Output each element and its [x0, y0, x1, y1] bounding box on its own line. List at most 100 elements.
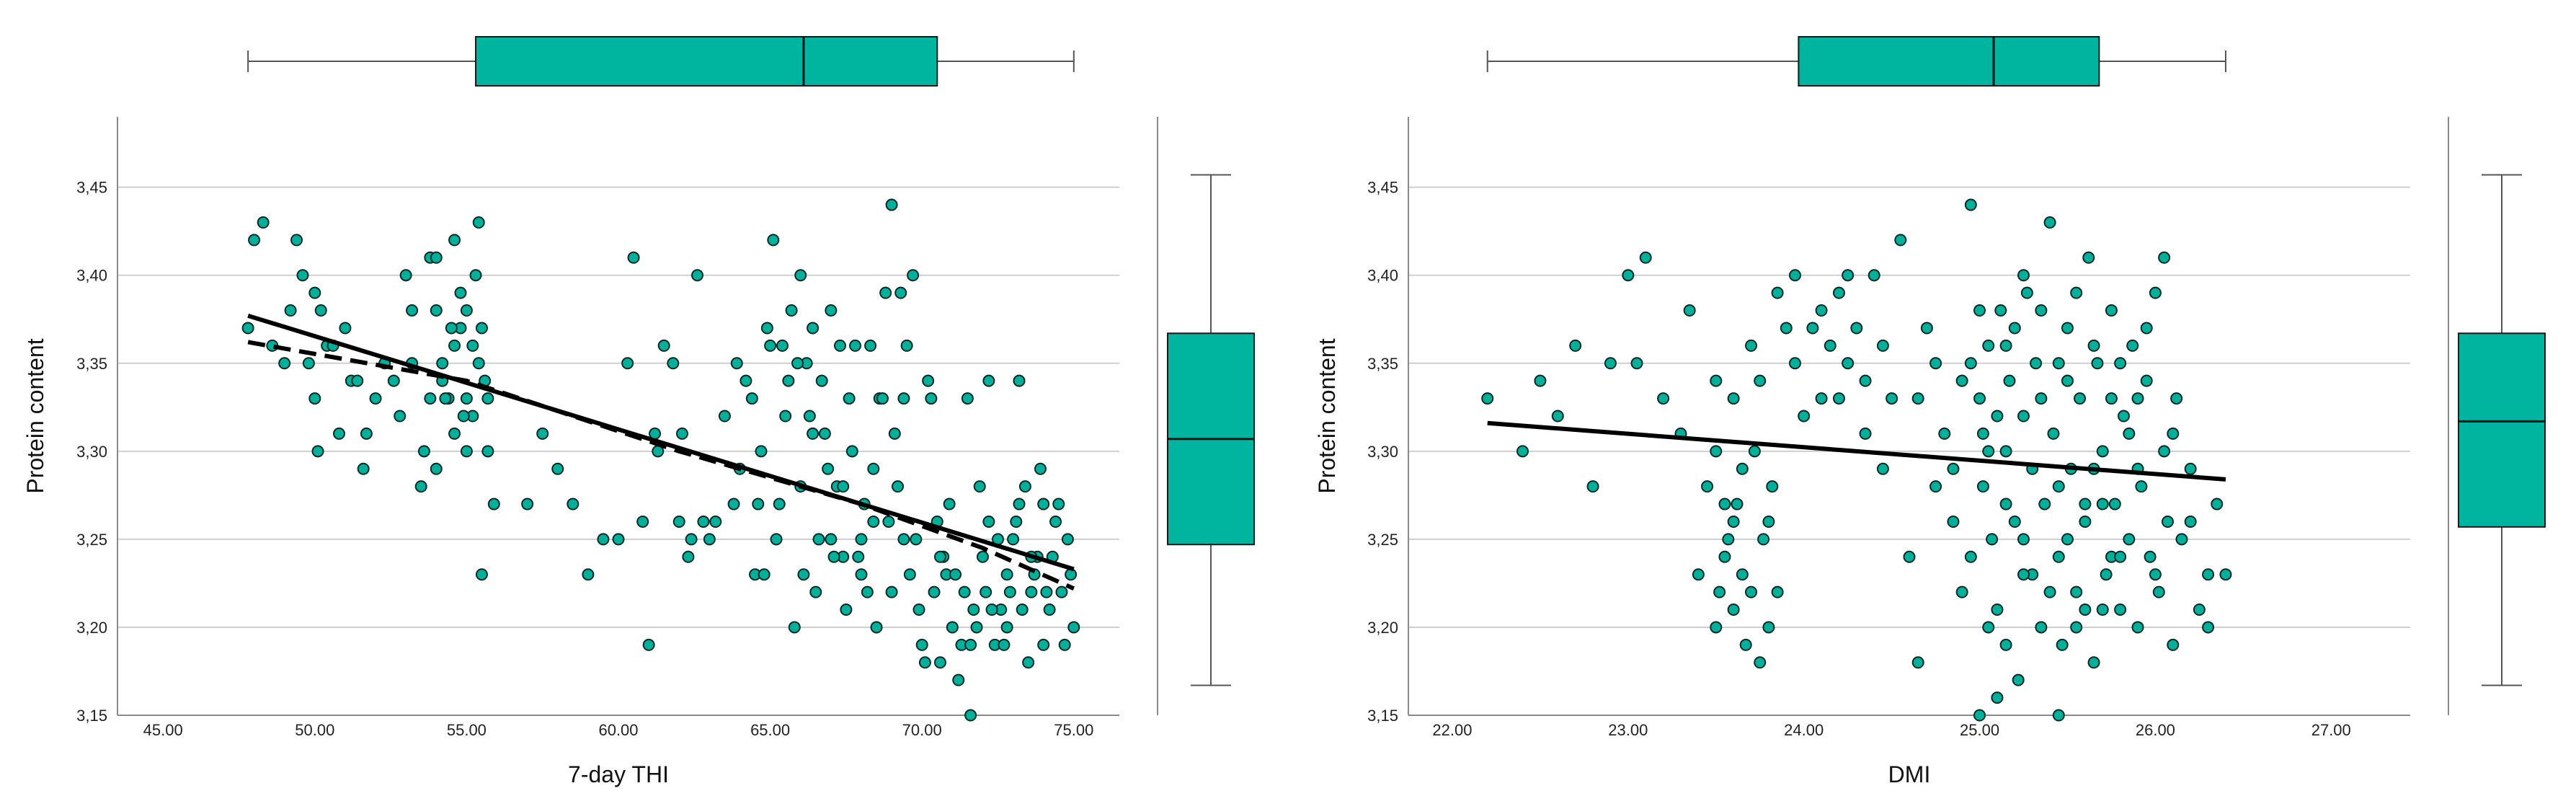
- data-point: [844, 393, 855, 404]
- data-point: [2001, 499, 2012, 510]
- data-point: [898, 393, 909, 404]
- data-point: [2035, 305, 2046, 316]
- data-point: [1044, 604, 1055, 615]
- data-point: [2057, 640, 2068, 650]
- data-point: [1719, 499, 1730, 510]
- data-point: [719, 411, 730, 422]
- data-point: [1842, 358, 1853, 368]
- data-point: [1895, 234, 1906, 245]
- data-point: [1728, 604, 1739, 615]
- data-point: [2194, 604, 2205, 615]
- x-tick-label: 24.00: [1784, 721, 1824, 739]
- data-point: [1991, 692, 2002, 703]
- x-tick-label: 25.00: [1960, 721, 1999, 739]
- data-point: [774, 499, 785, 510]
- data-point: [1041, 587, 1052, 598]
- data-point: [370, 393, 381, 404]
- data-point: [983, 516, 994, 527]
- y-tick-label: 3,15: [76, 707, 107, 725]
- chart-left: 3,153,203,253,303,353,403,45 45.00 50.00 5…: [22, 37, 1254, 787]
- data-point: [850, 340, 861, 351]
- data-point: [1834, 288, 1844, 299]
- data-point: [2053, 358, 2064, 368]
- data-point: [1014, 376, 1025, 386]
- data-point: [1754, 376, 1765, 386]
- box-iqr: [1798, 37, 2099, 86]
- data-point: [974, 481, 985, 492]
- x-tick-label: 60.00: [598, 721, 638, 739]
- x-tick-label: 23.00: [1608, 721, 1648, 739]
- data-point: [1023, 657, 1034, 668]
- data-point: [710, 516, 721, 527]
- plot-frame-left: [117, 117, 1119, 715]
- data-point: [1062, 534, 1073, 544]
- data-point: [2154, 587, 2164, 598]
- data-point: [1913, 393, 1924, 404]
- data-point: [692, 270, 703, 280]
- data-point: [431, 252, 442, 263]
- data-point: [825, 534, 836, 544]
- data-point: [1005, 587, 1016, 598]
- data-point: [1719, 552, 1730, 562]
- data-point: [977, 552, 988, 562]
- data-point: [1702, 481, 1713, 492]
- data-point: [1798, 411, 1809, 422]
- y-tick-label: 3,45: [1367, 179, 1398, 197]
- data-point: [2053, 481, 2064, 492]
- data-point: [2097, 446, 2108, 456]
- data-point: [747, 393, 758, 404]
- data-point: [1930, 481, 1941, 492]
- data-point: [449, 234, 460, 245]
- data-point: [2045, 217, 2056, 228]
- data-point: [1922, 322, 1932, 333]
- data-point: [1878, 340, 1888, 351]
- data-point: [1947, 516, 1958, 527]
- data-point: [1758, 534, 1769, 544]
- data-point: [965, 640, 976, 650]
- data-point: [2004, 376, 2015, 386]
- data-point: [303, 358, 314, 368]
- data-point: [489, 499, 499, 510]
- data-point: [822, 464, 833, 474]
- data-point: [1974, 305, 1985, 316]
- data-point: [998, 640, 1009, 650]
- data-point: [1693, 569, 1704, 580]
- data-point: [629, 252, 639, 263]
- data-point: [2220, 569, 2231, 580]
- data-point: [1728, 393, 1739, 404]
- data-point: [1983, 622, 1994, 632]
- data-point: [686, 534, 697, 544]
- data-point: [2141, 322, 2152, 333]
- data-point: [868, 516, 879, 527]
- data-point: [944, 499, 955, 510]
- data-point: [1056, 587, 1067, 598]
- data-point: [2039, 499, 2050, 510]
- data-point: [965, 710, 976, 721]
- data-point: [755, 446, 766, 456]
- data-point: [2089, 340, 2100, 351]
- data-point: [446, 322, 457, 333]
- data-point: [2141, 376, 2152, 386]
- data-point: [2150, 288, 2161, 299]
- data-point: [461, 446, 472, 456]
- data-point: [820, 428, 830, 439]
- box-iqr: [476, 37, 937, 86]
- x-tick-label: 65.00: [750, 721, 790, 739]
- data-point: [1978, 428, 1989, 439]
- data-point: [2167, 640, 2178, 650]
- data-point: [810, 587, 821, 598]
- data-point: [2071, 288, 2082, 299]
- y-tick-label: 3,20: [1367, 619, 1398, 637]
- data-point: [907, 270, 918, 280]
- data-point: [1060, 640, 1070, 650]
- data-point: [1878, 464, 1888, 474]
- data-point: [1930, 358, 1941, 368]
- data-point: [1038, 499, 1049, 510]
- data-point: [2092, 358, 2102, 368]
- data-point: [644, 640, 654, 650]
- data-point: [2133, 622, 2144, 632]
- data-point: [887, 587, 897, 598]
- data-point: [983, 376, 994, 386]
- data-point: [1732, 499, 1743, 510]
- data-point: [2062, 322, 2073, 333]
